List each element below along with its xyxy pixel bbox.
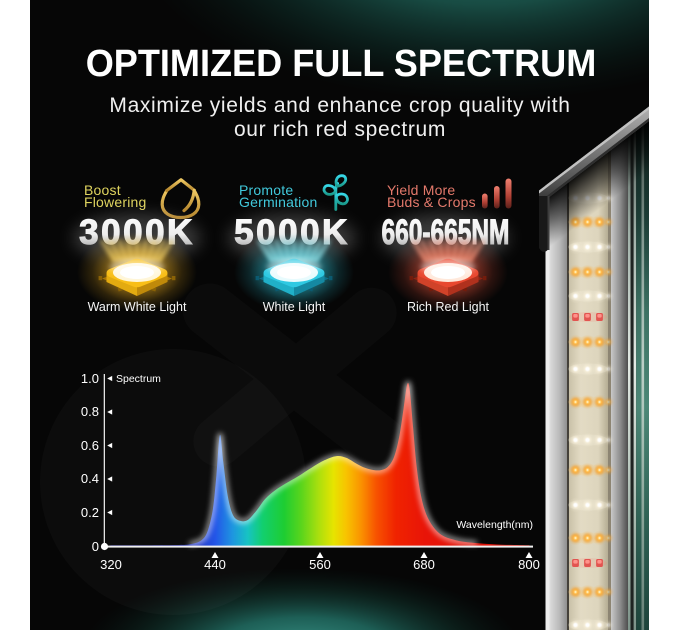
svg-text:0.8: 0.8: [81, 404, 99, 419]
svg-text:0.2: 0.2: [81, 505, 99, 520]
svg-text:Promote: Promote: [239, 182, 293, 198]
svg-text:320: 320: [100, 557, 122, 572]
svg-text:Germination: Germination: [239, 194, 317, 210]
svg-text:0.6: 0.6: [81, 438, 99, 453]
svg-text:Rich Red Light: Rich Red Light: [407, 300, 490, 314]
svg-text:Boost: Boost: [84, 182, 121, 198]
svg-text:Yield More: Yield More: [387, 182, 455, 198]
svg-text:our rich red spectrum: our rich red spectrum: [234, 118, 446, 141]
svg-text:1.0: 1.0: [81, 371, 99, 386]
svg-text:440: 440: [204, 557, 226, 572]
svg-text:Wavelength(nm): Wavelength(nm): [456, 519, 533, 531]
svg-text:Flowering: Flowering: [84, 194, 147, 210]
svg-text:OPTIMIZED FULL SPECTRUM: OPTIMIZED FULL SPECTRUM: [86, 41, 597, 84]
svg-text:560: 560: [309, 557, 331, 572]
svg-text:Buds & Crops: Buds & Crops: [387, 194, 476, 210]
svg-text:800: 800: [518, 557, 540, 572]
svg-text:Spectrum: Spectrum: [116, 373, 161, 385]
svg-text:Maximize yields and enhance cr: Maximize yields and enhance crop quality…: [109, 94, 570, 117]
svg-text:680: 680: [413, 557, 435, 572]
svg-text:0: 0: [92, 539, 99, 554]
svg-text:White Light: White Light: [263, 300, 326, 314]
svg-text:Warm White Light: Warm White Light: [88, 300, 187, 314]
svg-text:0.4: 0.4: [81, 471, 99, 486]
